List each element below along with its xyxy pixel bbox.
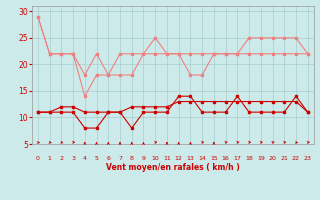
X-axis label: Vent moyen/en rafales ( km/h ): Vent moyen/en rafales ( km/h ) xyxy=(106,163,240,172)
